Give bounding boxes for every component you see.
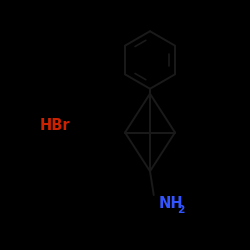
Text: 2: 2	[178, 205, 185, 215]
Text: HBr: HBr	[40, 118, 70, 132]
Text: NH: NH	[159, 196, 184, 211]
